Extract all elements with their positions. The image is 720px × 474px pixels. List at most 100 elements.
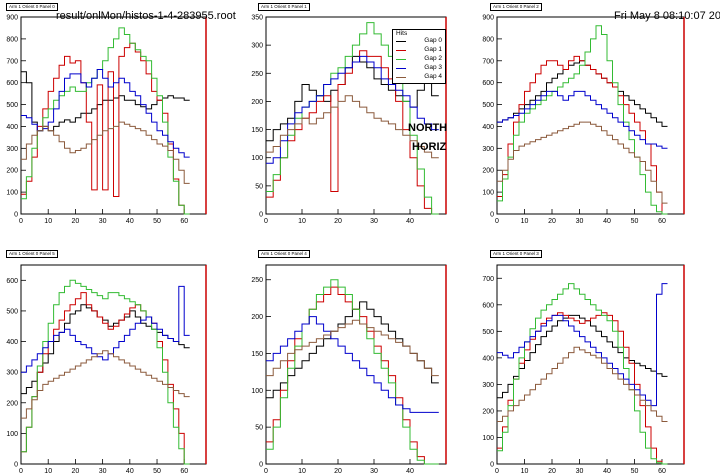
y-tick-label: 200 [251,99,263,106]
x-tick-label: 20 [72,218,80,225]
x-tick-label: 10 [521,468,529,474]
y-tick-label: 700 [482,58,494,65]
y-tick-label: 600 [6,278,18,285]
plot-frame [20,264,207,465]
x-tick-label: 0 [495,468,499,474]
y-tick-label: 600 [482,302,494,309]
y-tick-label: 700 [6,58,18,65]
y-tick-label: 300 [6,370,18,377]
y-tick-label: 300 [482,146,494,153]
x-tick-label: 30 [576,218,584,225]
x-tick-label: 30 [99,468,107,474]
y-tick-label: 900 [6,15,18,22]
series-line-gap4 [21,121,190,184]
y-tick-label: 200 [482,168,494,175]
x-tick-label: 0 [264,468,268,474]
x-tick-label: 50 [153,218,161,225]
plot-frame [265,264,447,465]
series-line-gap3 [266,316,439,413]
x-tick-label: 10 [298,468,306,474]
legend-entry-gap1: Gap 1 [393,46,445,55]
legend-title: Hits [396,30,408,37]
series-line-gap3 [497,283,668,407]
series-line-gap3 [21,285,190,373]
x-tick-label: 50 [153,468,161,474]
y-tick-label: 100 [6,190,18,197]
x-tick-label: 40 [603,468,611,474]
y-tick-label: 0 [14,212,18,219]
panel-4-title: Arm 1 Orient 0 Panel 4 [258,250,310,258]
y-tick-label: 250 [251,277,263,284]
series-line-gap3 [21,69,190,158]
legend-entry-gap2: Gap 2 [393,55,445,64]
y-tick-label: 600 [482,80,494,87]
y-tick-label: 0 [259,212,263,219]
y-tick-label: 100 [251,388,263,395]
panel-3-title: Arm 1 Orient 0 Panel 3 [490,250,542,258]
y-tick-label: 500 [482,102,494,109]
series-line-gap0 [21,304,190,395]
y-tick-label: 300 [251,43,263,50]
y-tick-label: 300 [482,382,494,389]
y-tick-label: 250 [251,71,263,78]
x-tick-label: 20 [334,468,342,474]
y-tick-label: 100 [482,190,494,197]
x-tick-label: 20 [548,468,556,474]
legend-label-gap1: Gap 1 [424,46,442,53]
y-tick-label: 400 [6,124,18,131]
legend: Hits Gap 0 Gap 1 Gap 2 Gap 3 Gap 4 [392,29,449,87]
x-tick-label: 40 [126,218,134,225]
legend-label-gap0: Gap 0 [424,37,442,44]
y-tick-label: 0 [490,462,494,469]
series-line-gap4 [266,95,439,159]
legend-label-gap4: Gap 4 [424,73,442,80]
plot-frame [496,264,685,465]
series-line-gap1 [21,42,190,215]
y-tick-label: 0 [14,462,18,469]
x-tick-label: 0 [19,218,23,225]
y-tick-label: 200 [6,400,18,407]
x-tick-label: 40 [406,218,414,225]
x-tick-label: 10 [44,218,52,225]
x-tick-label: 30 [370,468,378,474]
y-tick-label: 50 [255,425,263,432]
y-tick-label: 100 [251,155,263,162]
x-tick-label: 20 [334,218,342,225]
y-tick-label: 0 [490,212,494,219]
y-tick-label: 800 [482,36,494,43]
y-tick-label: 900 [482,15,494,22]
horiz-label: HORIZ [412,141,447,153]
x-tick-label: 30 [576,468,584,474]
y-tick-label: 700 [482,276,494,283]
legend-entry-gap4: Gap 4 [393,73,445,82]
y-tick-label: 400 [6,339,18,346]
y-tick-label: 300 [6,146,18,153]
y-tick-label: 150 [251,127,263,134]
x-tick-label: 40 [603,218,611,225]
series-line-gap3 [266,55,439,164]
x-tick-label: 10 [521,218,529,225]
x-tick-label: 30 [370,218,378,225]
x-tick-label: 10 [298,218,306,225]
x-tick-label: 20 [72,468,80,474]
filename-label: result/onlMon/histos-1-4-283955.root [56,10,236,22]
legend-swatch-gap1 [396,50,406,51]
series-line-gap2 [21,279,190,465]
y-tick-label: 500 [6,102,18,109]
legend-entry-gap0: Gap 0 [393,37,445,46]
y-tick-label: 100 [6,431,18,438]
datetime-label: Fri May 8 08:10:07 2009 [614,10,720,22]
legend-label-gap2: Gap 2 [424,55,442,62]
series-line-gap1 [497,312,668,465]
y-tick-label: 50 [255,183,263,190]
x-tick-label: 40 [126,468,134,474]
y-tick-label: 800 [6,36,18,43]
x-tick-label: 20 [548,218,556,225]
legend-label-gap3: Gap 3 [424,64,442,71]
series-line-gap3 [497,90,668,149]
x-tick-label: 0 [264,218,268,225]
x-tick-label: 50 [631,468,639,474]
y-tick-label: 100 [482,435,494,442]
y-tick-label: 400 [482,124,494,131]
y-tick-label: 500 [6,308,18,315]
